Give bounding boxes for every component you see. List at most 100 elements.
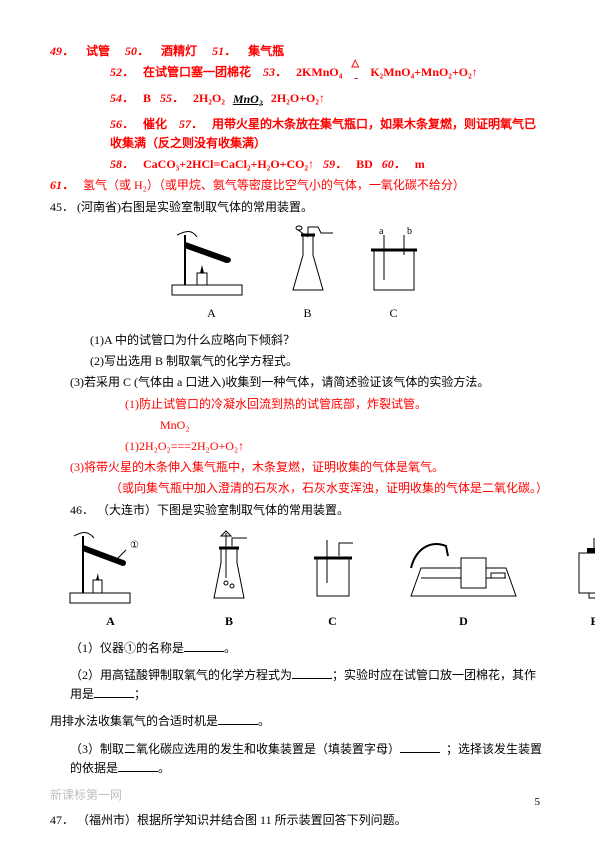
label46-E: E	[590, 612, 595, 631]
q46-3c: 。	[158, 761, 170, 775]
blank-6[interactable]	[118, 759, 158, 772]
q47-stem: 47． （福州市）根据所学知识并结合图 11 所示装置回答下列问题。	[50, 811, 545, 830]
q46-2a: （2）用高锰酸钾制取氧气的化学方程式为	[70, 668, 292, 682]
ans-57-num: 57．	[179, 117, 203, 131]
blank-3[interactable]	[94, 685, 134, 698]
apparatus46-E-icon: ②	[567, 528, 595, 608]
q45-ans3-2: （或向集气瓶中加入澄清的石灰水，石灰水变浑浊，证明收集的气体是二氧化碳。）	[50, 479, 545, 498]
ans-55-lhs: 2H₂O₂	[193, 91, 225, 105]
delta-icon: △	[351, 56, 359, 72]
label46-A: A	[106, 612, 115, 631]
ans-55-num: 55．	[160, 91, 184, 105]
ans-52-num: 52．	[110, 65, 134, 79]
ans-57-text: 用带火星的木条放在集气瓶口，如果木条复燃，则证明氧气已收集满（反之则没有收集满）	[110, 117, 536, 150]
ans-61-num: 61．	[50, 178, 74, 192]
blank-5[interactable]	[400, 740, 440, 753]
q46-text: （大连市）下图是实验室制取气体的常用装置。	[97, 503, 349, 517]
apparatus46-B-icon	[199, 528, 259, 608]
apparatus-C-icon: a b	[359, 225, 429, 300]
marker-1: ①	[130, 540, 139, 551]
answers-row-6: 61． 氢气（或 H₂）（或甲烷、氨气等密度比空气小的气体，一氧化碳不给分）	[50, 176, 545, 195]
page-content: 49． 试管 50． 酒精灯 51． 集气瓶 52． 在试管口塞一团棉花 53．…	[0, 0, 595, 862]
q45-sub1: (1)A 中的试管口为什么应略向下倾斜？	[50, 331, 545, 350]
answers-row-4: 56． 催化 57． 用带火星的木条放在集气瓶口，如果木条复燃，则证明氧气已收集…	[50, 115, 545, 153]
q45-stem: 45． (河南省)右图是实验室制取气体的常用装置。	[50, 198, 545, 217]
figure46-B: B	[199, 528, 259, 631]
label-B: B	[303, 304, 311, 323]
apparatus46-C-icon	[305, 528, 360, 608]
answers-row-3: 54． B 55． 2H₂O₂ MnO₂ 2H₂O+O₂↑	[50, 89, 545, 109]
watermark-text: 新课标第一网	[50, 786, 545, 805]
ans-50-num: 50．	[125, 44, 149, 58]
figure-B: B	[273, 225, 343, 323]
ans-58-text: CaCO₃+2HCl=CaCl₂+H₂O+CO₂↑	[143, 157, 314, 171]
ans-54-num: 54．	[110, 91, 134, 105]
ans-60-text: m	[415, 157, 425, 171]
answers-row-2: 52． 在试管口塞一团棉花 53． 2KMnO₄ △ K₂MnO₄+MnO₂+O…	[50, 63, 545, 83]
figure-C: a b C	[359, 225, 429, 323]
label-C: C	[389, 304, 397, 323]
q46-2d: 用排水法收集氧气的合适时机是	[50, 714, 218, 728]
q46-sub2d: 用排水法收集氧气的合适时机是。	[50, 712, 545, 731]
ans-53-lhs: 2KMnO₄	[296, 65, 342, 79]
apparatus-B-icon	[273, 225, 343, 300]
ans-51-text: 集气瓶	[248, 44, 284, 58]
ans-55-cat: MnO₂	[230, 90, 266, 109]
ans-50-text: 酒精灯	[161, 44, 197, 58]
q46-stem: 46． （大连市）下图是实验室制取气体的常用装置。	[50, 501, 545, 520]
q45-num: 45．	[50, 200, 74, 214]
q47-num: 47．	[50, 813, 74, 827]
ans-58-num: 58．	[110, 157, 134, 171]
blank-4[interactable]	[218, 712, 258, 725]
label46-B: B	[225, 612, 233, 631]
ans-56-text: 催化	[143, 117, 167, 131]
page-number: 5	[535, 794, 541, 812]
figure-A: A	[167, 225, 257, 323]
ans-53-rhs: K₂MnO₄+MnO₂+O₂↑	[370, 65, 477, 79]
q45-sub3: (3)若采用 C (气体由 a 口进入)收集到一种气体，请简述验证该气体的实验方…	[50, 373, 545, 392]
ans-51-num: 51．	[212, 44, 236, 58]
label46-D: D	[459, 612, 468, 631]
figure46-C: C	[305, 528, 360, 631]
q47-text: （福州市）根据所学知识并结合图 11 所示装置回答下列问题。	[77, 813, 407, 827]
q45-figure-row: A B a b C	[50, 225, 545, 323]
q45-ans3-1: (3)将带火星的木条伸入集气瓶中，木条复燃，证明收集的气体是氧气。	[50, 458, 545, 477]
answers-row-5: 58． CaCO₃+2HCl=CaCl₂+H₂O+CO₂↑ 59． BD 60．…	[50, 155, 545, 174]
figure46-D: D	[406, 528, 521, 631]
q45-text: (河南省)右图是实验室制取气体的常用装置。	[77, 200, 313, 214]
q46-num: 46．	[70, 503, 94, 517]
label-A: A	[207, 304, 216, 323]
q45-sub2: (2)写出选用 B 制取氧气的化学方程式。	[50, 352, 545, 371]
q46-1a: （1）仪器①的名称是	[70, 641, 184, 655]
q46-2c: ；	[134, 687, 146, 701]
apparatus46-A-icon: ①	[68, 528, 153, 608]
q45-ans2: (1)2H₂O₂===2H₂O+O₂↑	[50, 437, 545, 456]
figure46-E: ② E	[567, 528, 595, 631]
ans-55-rhs: 2H₂O+O₂↑	[271, 91, 325, 105]
q46-1b: 。	[224, 641, 236, 655]
apparatus-A-icon	[167, 225, 257, 300]
ans-59-num: 59．	[323, 157, 347, 171]
ans-59-text: BD	[356, 157, 373, 171]
blank-1[interactable]	[184, 639, 224, 652]
q45-ans1: (1)防止试管口的冷凝水回流到热的试管底部，炸裂试管。	[50, 395, 545, 414]
q46-sub3: （3）制取二氧化碳应选用的发生和收集装置是（填装置字母） ；选择该发生装置的依据…	[50, 740, 545, 778]
ans-52-text: 在试管口塞一团棉花	[143, 65, 251, 79]
port-a-label: a	[379, 226, 384, 237]
ans-54-text: B	[143, 91, 151, 105]
ans-49-text: 试管	[86, 44, 110, 58]
q46-figure-row: ① A B C	[50, 528, 545, 631]
ans-56-num: 56．	[110, 117, 134, 131]
figure46-A: ① A	[68, 528, 153, 631]
ans-61-text: 氢气（或 H₂）（或甲烷、氨气等密度比空气小的气体，一氧化碳不给分）	[83, 178, 465, 192]
ans-53-num: 53．	[263, 65, 287, 79]
blank-2[interactable]	[292, 666, 332, 679]
answers-row-1: 49． 试管 50． 酒精灯 51． 集气瓶	[50, 42, 545, 61]
q46-sub2: （2）用高锰酸钾制取氧气的化学方程式为；实验时应在试管口放一团棉花，其作用是；	[50, 666, 545, 704]
q46-3a: （3）制取二氧化碳应选用的发生和收集装置是（填装置字母）	[70, 742, 400, 756]
ans-49-num: 49．	[50, 44, 74, 58]
q46-sub1: （1）仪器①的名称是 。	[50, 639, 545, 658]
ans-60-num: 60．	[382, 157, 406, 171]
port-b-label: b	[407, 226, 412, 237]
apparatus46-D-icon	[406, 528, 521, 608]
